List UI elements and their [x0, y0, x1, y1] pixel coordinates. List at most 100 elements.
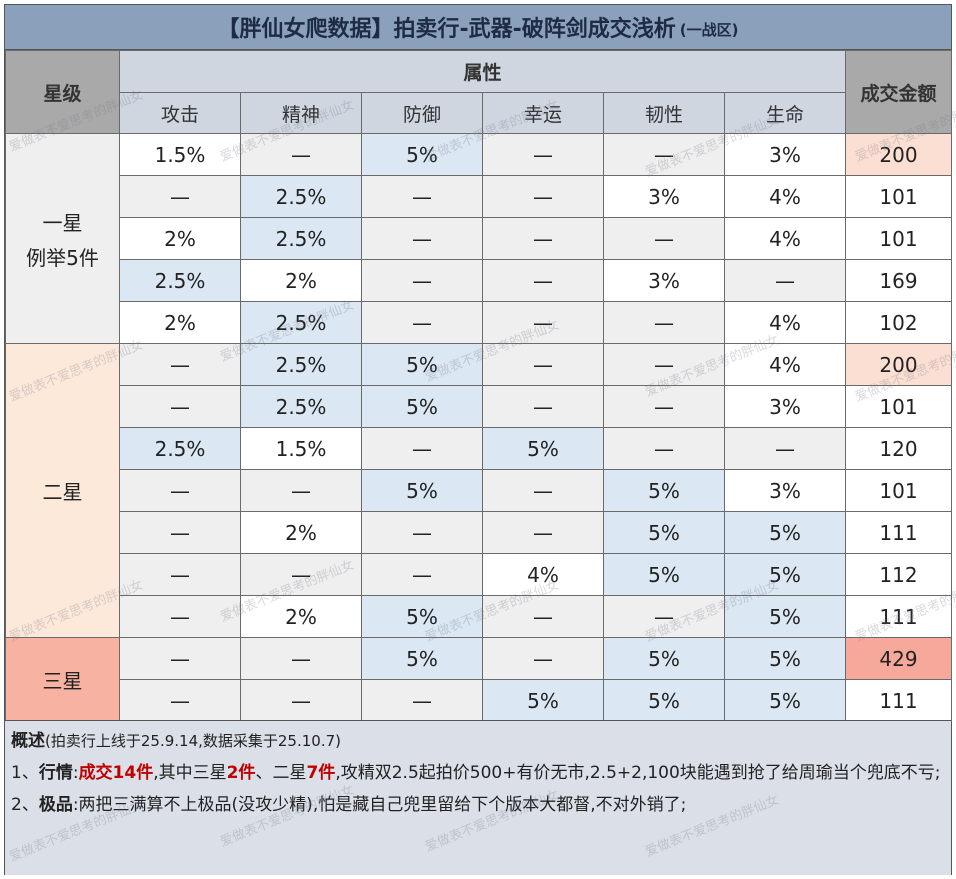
attribute-cell: —: [240, 679, 362, 722]
attribute-cell: —: [603, 133, 725, 176]
price-header: 成交金额: [845, 50, 953, 134]
attribute-cell: 2%: [240, 511, 362, 554]
column-header: 韧性: [603, 92, 725, 134]
attribute-cell: 5%: [361, 469, 483, 512]
attribute-cell: —: [361, 259, 483, 302]
attribute-cell: —: [482, 343, 604, 386]
attribute-cell: —: [603, 301, 725, 344]
attribute-cell: 2%: [119, 301, 241, 344]
attribute-cell: —: [482, 637, 604, 680]
table-row: —2% — —5% 5% 111: [6, 511, 953, 554]
attribute-cell: —: [361, 679, 483, 722]
notes-panel: 概述(拍卖行上线于25.9.14,数据采集于25.10.7) 1、行情:成交14…: [5, 720, 951, 875]
attribute-cell: 5%: [361, 343, 483, 386]
attribute-cell: 2%: [240, 595, 362, 638]
attribute-cell: —: [240, 469, 362, 512]
price-cell: 102: [845, 301, 953, 344]
table-row: 2.5% 2% — —3% —169: [6, 259, 953, 302]
column-header: 幸运: [482, 92, 604, 134]
price-cell: 200: [845, 343, 953, 386]
attribute-cell: 2%: [119, 217, 241, 260]
attribute-cell: —: [361, 175, 483, 218]
attribute-cell: —: [482, 385, 604, 428]
attribute-cell: 5%: [482, 427, 604, 470]
price-cell: 200: [845, 133, 953, 176]
notes-line-2: 2、极品:两把三满算不上极品(没攻少精),怕是藏自己兜里留给下个版本大都督,不对…: [11, 789, 945, 821]
line1-deal: 成交14件: [78, 763, 154, 783]
attribute-cell: —: [482, 175, 604, 218]
attribute-cell: 3%: [603, 175, 725, 218]
table-row: — — —5% 5% 5% 111: [6, 679, 953, 722]
attribute-cell: 5%: [723, 511, 847, 554]
attribute-cell: 5%: [723, 679, 847, 722]
line1-text-2: 、二星: [255, 763, 307, 783]
price-cell: 169: [845, 259, 953, 302]
attribute-cell: —: [361, 511, 483, 554]
attribute-cell: 4%: [723, 217, 847, 260]
attribute-cell: —: [603, 217, 725, 260]
line1-label: 行情: [38, 763, 73, 783]
attribute-cell: 5%: [723, 637, 847, 680]
star-header: 星级: [5, 50, 120, 134]
attribute-cell: —: [482, 511, 604, 554]
table-row: —2% 5% — —5% 111: [6, 595, 953, 638]
attribute-cell: —: [240, 133, 362, 176]
line1-text-1: ,其中三星: [153, 763, 227, 783]
table-row: —2.5% — —3% 4% 101: [6, 175, 953, 218]
attribute-cell: 5%: [361, 385, 483, 428]
attribute-cell: 5%: [603, 469, 725, 512]
table-row: — —5% —5% 3% 101: [6, 469, 953, 512]
title-main: 【胖仙女爬数据】拍卖行-武器-破阵剑成交浅析: [217, 17, 676, 42]
attribute-cell: —: [361, 427, 483, 470]
analysis-sheet: 【胖仙女爬数据】拍卖行-武器-破阵剑成交浅析 (一战区) 星级 属性 成交金额 …: [4, 4, 953, 875]
star-level-label: 三星: [42, 669, 83, 693]
attribute-cell: —: [119, 175, 241, 218]
attribute-cell: —: [482, 133, 604, 176]
star-group-cell: 三星: [5, 637, 120, 722]
attribute-cell: —: [482, 469, 604, 512]
attribute-cell: —: [482, 301, 604, 344]
attribute-cell: —: [482, 595, 604, 638]
attribute-cell: 2.5%: [240, 301, 362, 344]
attribute-cell: —: [723, 427, 847, 470]
table-row: 三星 — —5% —5% 5% 429: [5, 637, 953, 722]
price-cell: 111: [845, 679, 953, 722]
price-cell: 101: [845, 385, 953, 428]
attribute-cell: —: [119, 469, 241, 512]
price-cell: 101: [845, 175, 953, 218]
sheet-title: 【胖仙女爬数据】拍卖行-武器-破阵剑成交浅析 (一战区): [5, 5, 951, 50]
attribute-cell: 2.5%: [240, 217, 362, 260]
attribute-cell: 5%: [603, 679, 725, 722]
attribute-cell: 5%: [603, 637, 725, 680]
attribute-cell: —: [603, 595, 725, 638]
attribute-cell: 2.5%: [240, 175, 362, 218]
notes-summary: 概述(拍卖行上线于25.9.14,数据采集于25.10.7): [11, 725, 945, 757]
attribute-cell: —: [603, 385, 725, 428]
price-cell: 101: [845, 469, 953, 512]
column-header: 防御: [361, 92, 483, 134]
title-sub: (一战区): [679, 21, 739, 39]
attribute-cell: 2.5%: [119, 259, 241, 302]
attribute-cell: 5%: [361, 595, 483, 638]
attribute-cell: 2.5%: [240, 385, 362, 428]
attribute-cell: 1.5%: [119, 133, 241, 176]
table-row: — — —4% 5% 5% 112: [6, 553, 953, 596]
line1-three-star-count: 2件: [226, 763, 256, 783]
star-level-label: 二星: [42, 480, 83, 504]
column-header: 精神: [240, 92, 362, 134]
attribute-cell: 2.5%: [240, 343, 362, 386]
line1-prefix: 1、: [11, 763, 39, 783]
attribute-cell: 5%: [723, 553, 847, 596]
attribute-cell: —: [119, 679, 241, 722]
attribute-cell: 3%: [723, 133, 847, 176]
table-row: 2% 2.5% — — —4% 101: [6, 217, 953, 260]
price-cell: 120: [845, 427, 953, 470]
attribute-cell: 4%: [723, 343, 847, 386]
price-cell: 111: [845, 511, 953, 554]
line1-colon: :: [72, 763, 79, 783]
attribute-cell: —: [361, 217, 483, 260]
star-group-cell: 一星 例举5件: [5, 133, 120, 344]
trade-table: 星级 属性 成交金额 攻击 精神 防御 幸运 韧性 生命 一星 例举5件 1.5% —5% — —3…: [5, 50, 953, 722]
table-row: 二星 —2.5% 5% — —4% 200: [5, 343, 953, 638]
star-group-cell: 二星: [5, 343, 120, 638]
